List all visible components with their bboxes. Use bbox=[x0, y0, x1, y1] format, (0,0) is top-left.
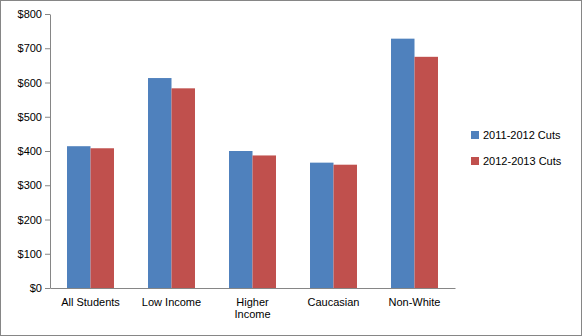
bar bbox=[229, 151, 252, 288]
bar-series bbox=[91, 57, 438, 288]
y-tick: $300 bbox=[18, 179, 50, 191]
x-tick-label: Low Income bbox=[142, 296, 201, 308]
bar bbox=[310, 163, 333, 288]
y-tick-mark bbox=[45, 14, 50, 15]
y-tick-mark bbox=[45, 254, 50, 255]
y-tick-mark bbox=[45, 83, 50, 84]
legend-swatch bbox=[471, 157, 479, 165]
legend-label: 2011-2012 Cuts bbox=[483, 129, 561, 141]
y-tick-mark bbox=[45, 185, 50, 186]
y-tick: $600 bbox=[18, 77, 50, 89]
y-tick-label: $100 bbox=[18, 248, 42, 260]
y-tick-label: $0 bbox=[30, 282, 42, 294]
y-tick: $700 bbox=[18, 42, 50, 54]
legend-label: 2012-2013 Cuts bbox=[483, 155, 562, 167]
legend-item: 2011-2012 Cuts bbox=[471, 129, 561, 141]
y-tick-mark bbox=[45, 117, 50, 118]
y-tick-label: $800 bbox=[18, 8, 42, 20]
x-tick-label-line: Higher bbox=[236, 296, 269, 308]
y-tick-label: $400 bbox=[18, 145, 42, 157]
y-tick-mark bbox=[45, 48, 50, 49]
bar bbox=[253, 155, 276, 288]
x-axis: All Students Low Income HigherIncome Caucas… bbox=[51, 289, 456, 321]
y-tick-label: $700 bbox=[18, 42, 42, 54]
bar bbox=[91, 148, 114, 288]
x-tick-label: Non-White bbox=[389, 296, 441, 308]
y-tick-label: $300 bbox=[18, 179, 42, 191]
y-tick: $0 bbox=[30, 282, 50, 294]
bar bbox=[415, 57, 438, 288]
x-tick-label: HigherIncome bbox=[234, 296, 270, 321]
chart-frame bbox=[1, 1, 582, 336]
x-tick: Non-White bbox=[389, 296, 441, 308]
y-axis-line bbox=[50, 15, 51, 289]
y-tick-label: $600 bbox=[18, 77, 42, 89]
y-tick-mark bbox=[45, 288, 50, 289]
x-tick-label: All Students bbox=[61, 296, 120, 308]
x-tick-label: Caucasian bbox=[308, 296, 360, 308]
legend-swatch bbox=[471, 131, 479, 139]
y-tick: $400 bbox=[18, 145, 50, 157]
y-tick: $800 bbox=[18, 8, 50, 20]
x-tick: All Students bbox=[61, 296, 120, 308]
y-tick-label: $200 bbox=[18, 214, 42, 226]
y-tick: $100 bbox=[18, 248, 50, 260]
x-tick-label-line: Income bbox=[234, 308, 270, 320]
plot: $0 $100 $200 $300 $400 $500 $600 $700 $800 All St… bbox=[18, 8, 456, 320]
y-tick-label: $500 bbox=[18, 111, 42, 123]
x-tick: Low Income bbox=[142, 296, 201, 308]
x-tick: HigherIncome bbox=[234, 296, 270, 321]
y-tick: $200 bbox=[18, 214, 50, 226]
y-tick-mark bbox=[45, 151, 50, 152]
bar bbox=[334, 165, 357, 288]
y-tick-mark bbox=[45, 220, 50, 221]
bar bbox=[172, 88, 195, 288]
x-tick: Caucasian bbox=[308, 296, 360, 308]
legend: 2011-2012 Cuts 2012-2013 Cuts bbox=[471, 129, 562, 167]
bar bbox=[67, 146, 90, 288]
y-axis: $0 $100 $200 $300 $400 $500 $600 $700 $800 bbox=[18, 8, 51, 294]
bar bbox=[391, 39, 414, 288]
bar bbox=[148, 78, 171, 288]
y-tick: $500 bbox=[18, 111, 50, 123]
legend-item: 2012-2013 Cuts bbox=[471, 155, 562, 167]
bars bbox=[67, 39, 438, 288]
chart: $0 $100 $200 $300 $400 $500 $600 $700 $800 All St… bbox=[0, 0, 582, 336]
bar-series bbox=[67, 39, 414, 288]
x-axis-line bbox=[51, 288, 456, 289]
